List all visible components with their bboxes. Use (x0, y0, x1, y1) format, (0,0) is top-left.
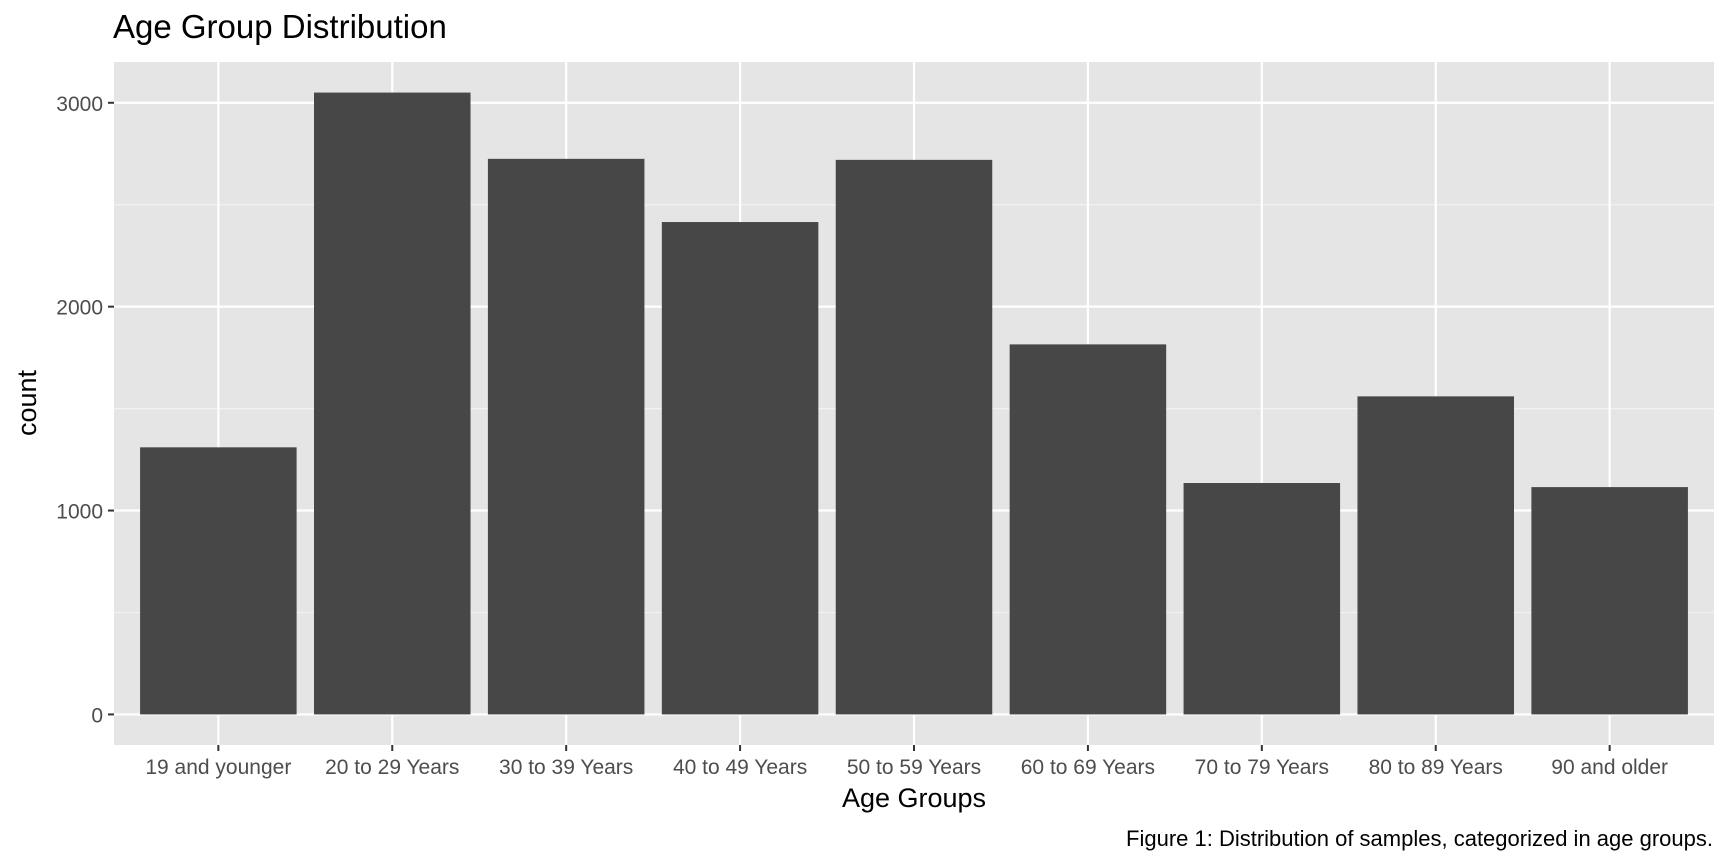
bar (1357, 396, 1514, 715)
y-tick-label: 1000 (56, 501, 103, 524)
y-tick-label: 2000 (56, 297, 103, 320)
x-tick-label: 90 and older (1551, 756, 1668, 779)
x-tick-label: 60 to 69 Years (1021, 756, 1155, 779)
chart-title: Age Group Distribution (113, 8, 447, 45)
y-axis: 0 1000 2000 3000 (56, 93, 114, 727)
x-tick-label: 30 to 39 Years (499, 756, 633, 779)
y-tick-label: 3000 (56, 93, 103, 116)
x-tick-label: 19 and younger (145, 756, 291, 779)
x-axis-label: Age Groups (842, 783, 986, 813)
x-tick-label: 20 to 29 Years (325, 756, 459, 779)
x-tick-label: 50 to 59 Years (847, 756, 981, 779)
bar (1009, 344, 1167, 715)
x-tick-label: 40 to 49 Years (673, 756, 807, 779)
bars (140, 92, 1688, 715)
y-tick-label: 0 (91, 704, 103, 727)
bar (661, 222, 819, 715)
x-tick-label: 80 to 89 Years (1369, 756, 1503, 779)
y-axis-label: count (12, 369, 42, 436)
bar (1531, 487, 1688, 715)
bar (835, 159, 993, 715)
bar (314, 92, 471, 715)
bar (140, 447, 297, 715)
x-tick-label: 70 to 79 Years (1195, 756, 1329, 779)
bar (1183, 483, 1341, 715)
bar (487, 158, 645, 715)
figure-caption: Figure 1: Distribution of samples, categ… (1126, 826, 1713, 851)
x-axis: 19 and younger 20 to 29 Years 30 to 39 Yea… (145, 745, 1668, 779)
